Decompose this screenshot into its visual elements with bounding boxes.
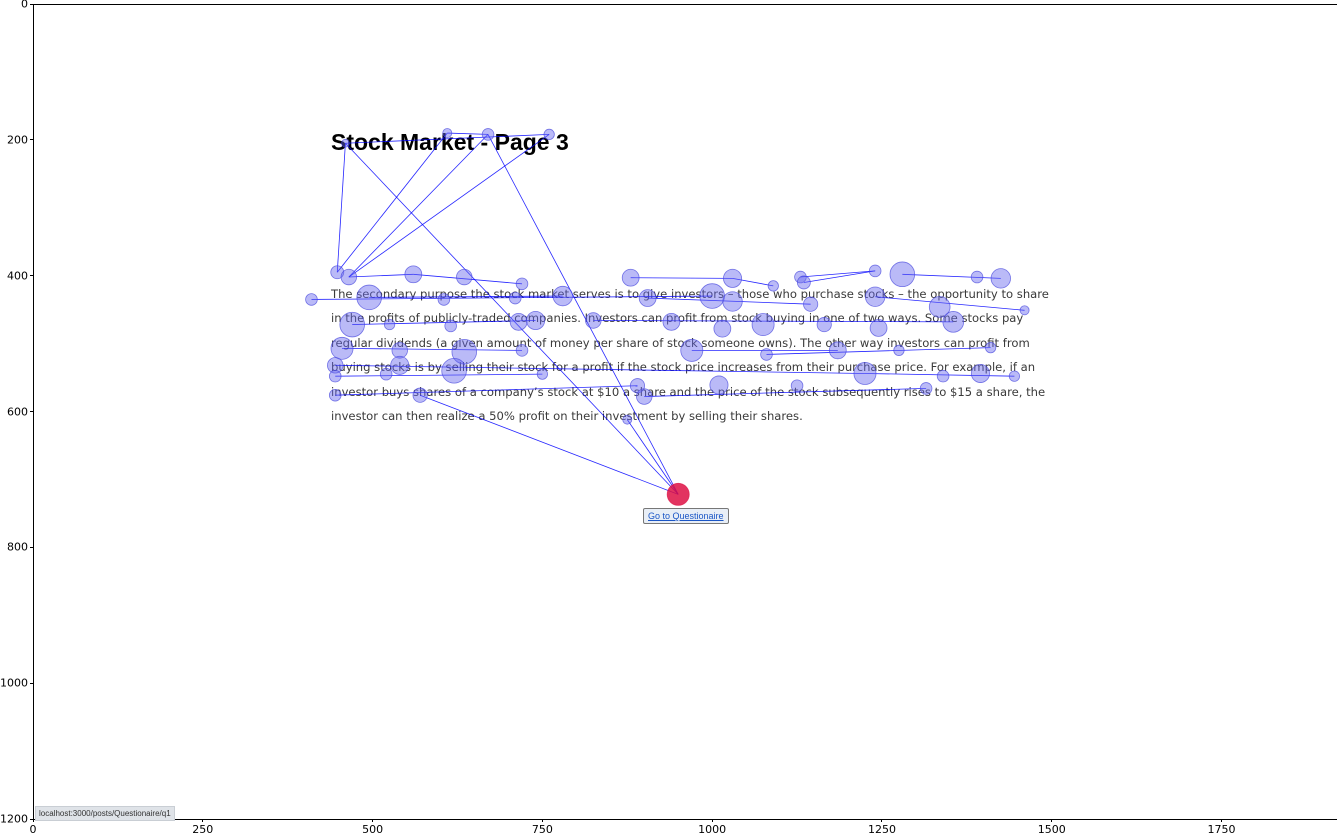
y-tick-mark	[30, 818, 33, 820]
y-tick-label: 800	[7, 540, 28, 554]
body-paragraph: The secondary purpose the stock market s…	[331, 287, 1049, 424]
plot-frame: Stock Market - Page 3 The secondary purp…	[33, 4, 1337, 821]
y-tick-mark	[30, 682, 33, 684]
go-to-questionnaire-link[interactable]: Go to Questionaire	[643, 508, 729, 524]
x-tick-label: 750	[531, 823, 553, 836]
x-tick-mark	[881, 819, 883, 822]
x-tick-label: 1750	[1207, 823, 1236, 836]
y-tick-label: 0	[21, 0, 28, 11]
x-tick-label: 1250	[867, 823, 896, 836]
y-tick-label: 600	[7, 405, 28, 418]
x-tick-label: 500	[362, 823, 384, 836]
x-tick-mark	[202, 819, 204, 822]
x-tick-label: 250	[192, 823, 214, 836]
page-title: Stock Market - Page 3	[331, 129, 569, 155]
x-tick-mark	[1051, 819, 1053, 822]
status-bar-url: localhost:3000/posts/Questionaire/q1	[35, 806, 175, 821]
y-tick-mark	[30, 546, 33, 548]
x-tick-mark	[32, 819, 34, 822]
y-tick-mark	[30, 411, 33, 412]
x-tick-mark	[1221, 819, 1223, 822]
y-tick-label: 400	[7, 269, 28, 283]
y-tick-label: 1000	[0, 676, 28, 690]
x-tick-label: 1500	[1037, 823, 1066, 836]
y-tick-mark	[30, 275, 33, 277]
x-tick-mark	[711, 819, 713, 822]
x-tick-mark	[372, 819, 374, 822]
y-tick-label: 1200	[0, 812, 28, 826]
y-tick-mark	[30, 139, 33, 141]
y-tick-mark	[30, 3, 33, 5]
x-tick-label: 0	[29, 823, 37, 836]
x-tick-mark	[541, 819, 543, 822]
y-tick-label: 200	[7, 133, 28, 147]
x-tick-label: 1000	[698, 823, 727, 836]
